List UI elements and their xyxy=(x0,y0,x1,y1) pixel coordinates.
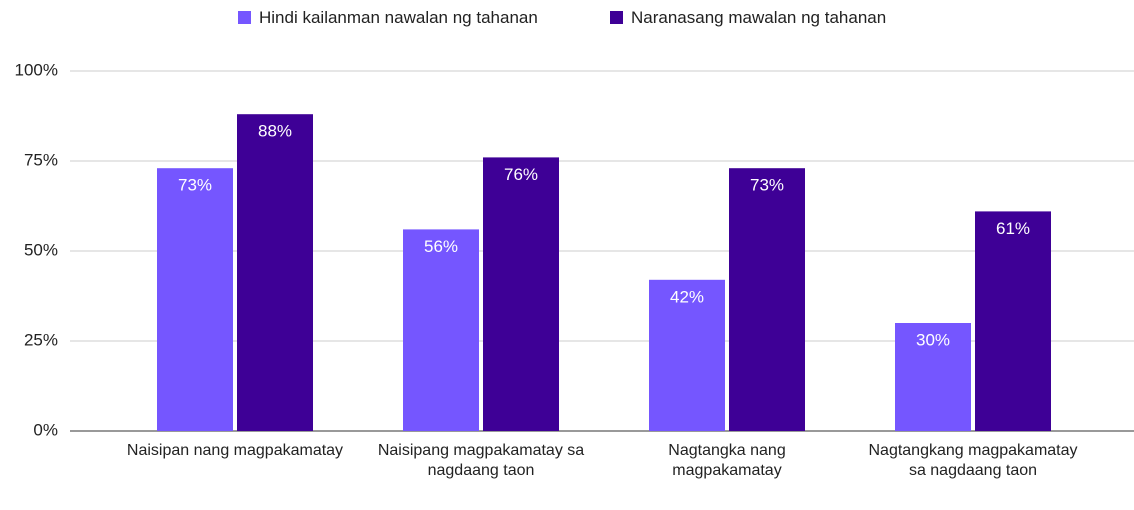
x-tick-label: Nagtangkang magpakamatay sa nagdaang tao… xyxy=(868,442,1078,479)
bar xyxy=(237,114,313,431)
y-tick-label: 75% xyxy=(24,150,58,169)
bar xyxy=(403,229,479,431)
legend-swatch xyxy=(610,11,623,24)
bar xyxy=(895,323,971,431)
x-tick-label: Naisipan nang magpakamatay xyxy=(126,442,344,459)
y-tick-label: 25% xyxy=(24,330,58,349)
bar xyxy=(729,168,805,431)
x-tick-label: Nagtangka nang magpakamatay xyxy=(668,442,786,479)
value-label: 61% xyxy=(996,219,1030,238)
value-label: 42% xyxy=(670,287,704,306)
x-tick-label: Naisipang magpakamatay sa nagdaang taon xyxy=(377,442,585,479)
legend-swatch xyxy=(238,11,251,24)
value-label: 88% xyxy=(258,122,292,141)
value-label: 56% xyxy=(424,237,458,256)
value-label: 73% xyxy=(178,176,212,195)
value-label: 76% xyxy=(504,165,538,184)
y-tick-label: 50% xyxy=(24,240,58,259)
bar xyxy=(975,211,1051,431)
bar xyxy=(157,168,233,431)
legend-label: Hindi kailanman nawalan ng tahanan xyxy=(259,8,538,27)
bar xyxy=(483,157,559,431)
bar xyxy=(649,279,725,431)
value-label: 30% xyxy=(916,330,950,349)
y-tick-label: 100% xyxy=(15,60,58,79)
legend-label: Naranasang mawalan ng tahanan xyxy=(631,8,886,27)
y-tick-label: 0% xyxy=(33,420,58,439)
value-label: 73% xyxy=(750,176,784,195)
